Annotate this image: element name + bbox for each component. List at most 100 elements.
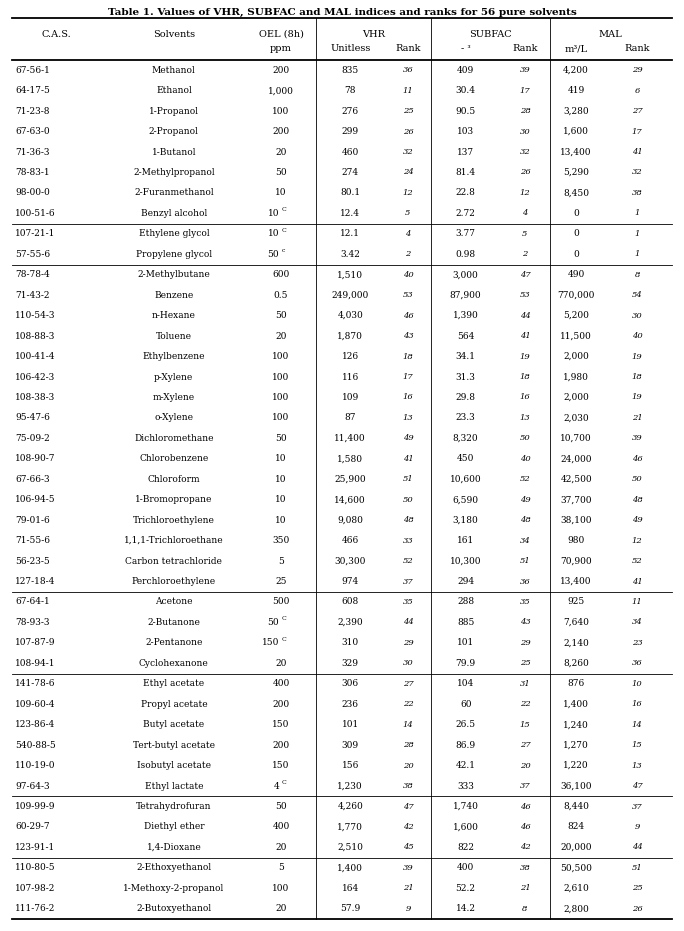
Text: 42.1: 42.1 — [456, 762, 475, 770]
Text: 2.72: 2.72 — [456, 209, 475, 218]
Text: 1,240: 1,240 — [563, 721, 589, 729]
Text: 0.98: 0.98 — [456, 250, 475, 259]
Text: 22.8: 22.8 — [456, 188, 475, 197]
Text: 23.3: 23.3 — [456, 413, 475, 423]
Text: 1,4-Dioxane: 1,4-Dioxane — [146, 843, 201, 852]
Text: 78-78-4: 78-78-4 — [15, 270, 50, 279]
Text: 2-Methylbutane: 2-Methylbutane — [137, 270, 210, 279]
Text: 164: 164 — [341, 884, 359, 893]
Text: 123-91-1: 123-91-1 — [15, 843, 55, 852]
Text: 4,030: 4,030 — [337, 311, 363, 320]
Text: 299: 299 — [342, 128, 359, 136]
Text: 9: 9 — [405, 905, 410, 912]
Text: 60-29-7: 60-29-7 — [15, 822, 50, 831]
Text: 25: 25 — [632, 884, 642, 892]
Text: 39: 39 — [403, 864, 413, 871]
Text: 32: 32 — [632, 169, 642, 177]
Text: 100-41-4: 100-41-4 — [15, 352, 56, 361]
Text: 25: 25 — [520, 659, 530, 668]
Text: 2-Propanol: 2-Propanol — [149, 128, 199, 136]
Text: 10: 10 — [275, 495, 287, 505]
Text: 90.5: 90.5 — [456, 107, 476, 115]
Text: 30: 30 — [632, 312, 642, 319]
Text: 37,700: 37,700 — [560, 495, 592, 505]
Text: 33: 33 — [403, 536, 413, 545]
Text: 200: 200 — [272, 700, 289, 708]
Text: 43: 43 — [520, 618, 530, 627]
Text: 27: 27 — [403, 680, 413, 688]
Text: 16: 16 — [632, 700, 642, 708]
Text: 26: 26 — [632, 905, 642, 912]
Text: m³/L: m³/L — [564, 44, 588, 53]
Text: 0: 0 — [573, 229, 579, 238]
Text: 87,900: 87,900 — [450, 290, 482, 300]
Text: Rank: Rank — [624, 44, 650, 53]
Text: 49: 49 — [632, 516, 642, 524]
Text: - ᶟ: - ᶟ — [461, 44, 471, 53]
Text: 30: 30 — [403, 659, 413, 668]
Text: 123-86-4: 123-86-4 — [15, 721, 55, 729]
Text: 400: 400 — [457, 863, 474, 872]
Text: Isobutyl acetate: Isobutyl acetate — [137, 762, 211, 770]
Text: 0: 0 — [573, 209, 579, 218]
Text: 450: 450 — [457, 454, 474, 464]
Text: 29: 29 — [632, 66, 642, 74]
Text: 1-Methoxy-2-propanol: 1-Methoxy-2-propanol — [123, 884, 224, 893]
Text: 200: 200 — [272, 741, 289, 749]
Text: 37: 37 — [632, 803, 642, 811]
Text: 50: 50 — [275, 168, 287, 177]
Text: Ethylene glycol: Ethylene glycol — [139, 229, 209, 238]
Text: 329: 329 — [342, 659, 358, 668]
Text: 108-90-7: 108-90-7 — [15, 454, 56, 464]
Text: 64-17-5: 64-17-5 — [15, 87, 50, 95]
Text: 52: 52 — [632, 557, 642, 565]
Text: 42: 42 — [520, 843, 530, 852]
Text: 1: 1 — [634, 250, 640, 258]
Text: 419: 419 — [568, 87, 585, 95]
Text: 126: 126 — [342, 352, 359, 361]
Text: 1,220: 1,220 — [563, 762, 589, 770]
Text: 47: 47 — [403, 803, 413, 811]
Text: 18: 18 — [403, 353, 413, 360]
Text: 70,900: 70,900 — [560, 557, 592, 566]
Text: 141-78-6: 141-78-6 — [15, 680, 56, 688]
Text: 109-99-9: 109-99-9 — [15, 802, 56, 811]
Text: 22: 22 — [403, 700, 413, 708]
Text: Dichloromethane: Dichloromethane — [134, 434, 213, 443]
Text: Carbon tetrachloride: Carbon tetrachloride — [125, 557, 222, 566]
Text: 48: 48 — [520, 516, 530, 524]
Text: 12.4: 12.4 — [340, 209, 360, 218]
Text: 1,390: 1,390 — [453, 311, 479, 320]
Text: 50: 50 — [632, 475, 642, 483]
Text: 12: 12 — [520, 189, 530, 197]
Text: 104: 104 — [457, 680, 474, 688]
Text: 1: 1 — [634, 209, 640, 218]
Text: 44: 44 — [520, 312, 530, 319]
Text: 35: 35 — [403, 598, 413, 606]
Text: 400: 400 — [272, 822, 289, 831]
Text: 2-Ethoxyethanol: 2-Ethoxyethanol — [136, 863, 211, 872]
Text: OEL (8h): OEL (8h) — [259, 30, 304, 39]
Text: 1,600: 1,600 — [563, 128, 589, 136]
Text: 2-Pentanone: 2-Pentanone — [145, 639, 202, 647]
Text: VHR: VHR — [362, 30, 385, 39]
Text: 2,000: 2,000 — [563, 352, 589, 361]
Text: 9: 9 — [634, 823, 640, 831]
Text: 49: 49 — [403, 435, 413, 442]
Text: 29: 29 — [520, 639, 530, 647]
Text: 333: 333 — [457, 781, 474, 790]
Text: 36: 36 — [520, 577, 530, 586]
Text: 108-88-3: 108-88-3 — [15, 331, 55, 341]
Text: 11,400: 11,400 — [334, 434, 366, 443]
Text: 2,140: 2,140 — [563, 639, 589, 647]
Text: 71-23-8: 71-23-8 — [15, 107, 50, 115]
Text: 20: 20 — [276, 147, 287, 156]
Text: 6,590: 6,590 — [453, 495, 479, 505]
Text: 81.4: 81.4 — [456, 168, 475, 177]
Text: 12: 12 — [632, 536, 642, 545]
Text: 5: 5 — [405, 209, 410, 218]
Text: 1,400: 1,400 — [337, 863, 363, 872]
Text: 2,510: 2,510 — [337, 843, 363, 852]
Text: 95-47-6: 95-47-6 — [15, 413, 50, 423]
Text: 8,450: 8,450 — [563, 188, 589, 197]
